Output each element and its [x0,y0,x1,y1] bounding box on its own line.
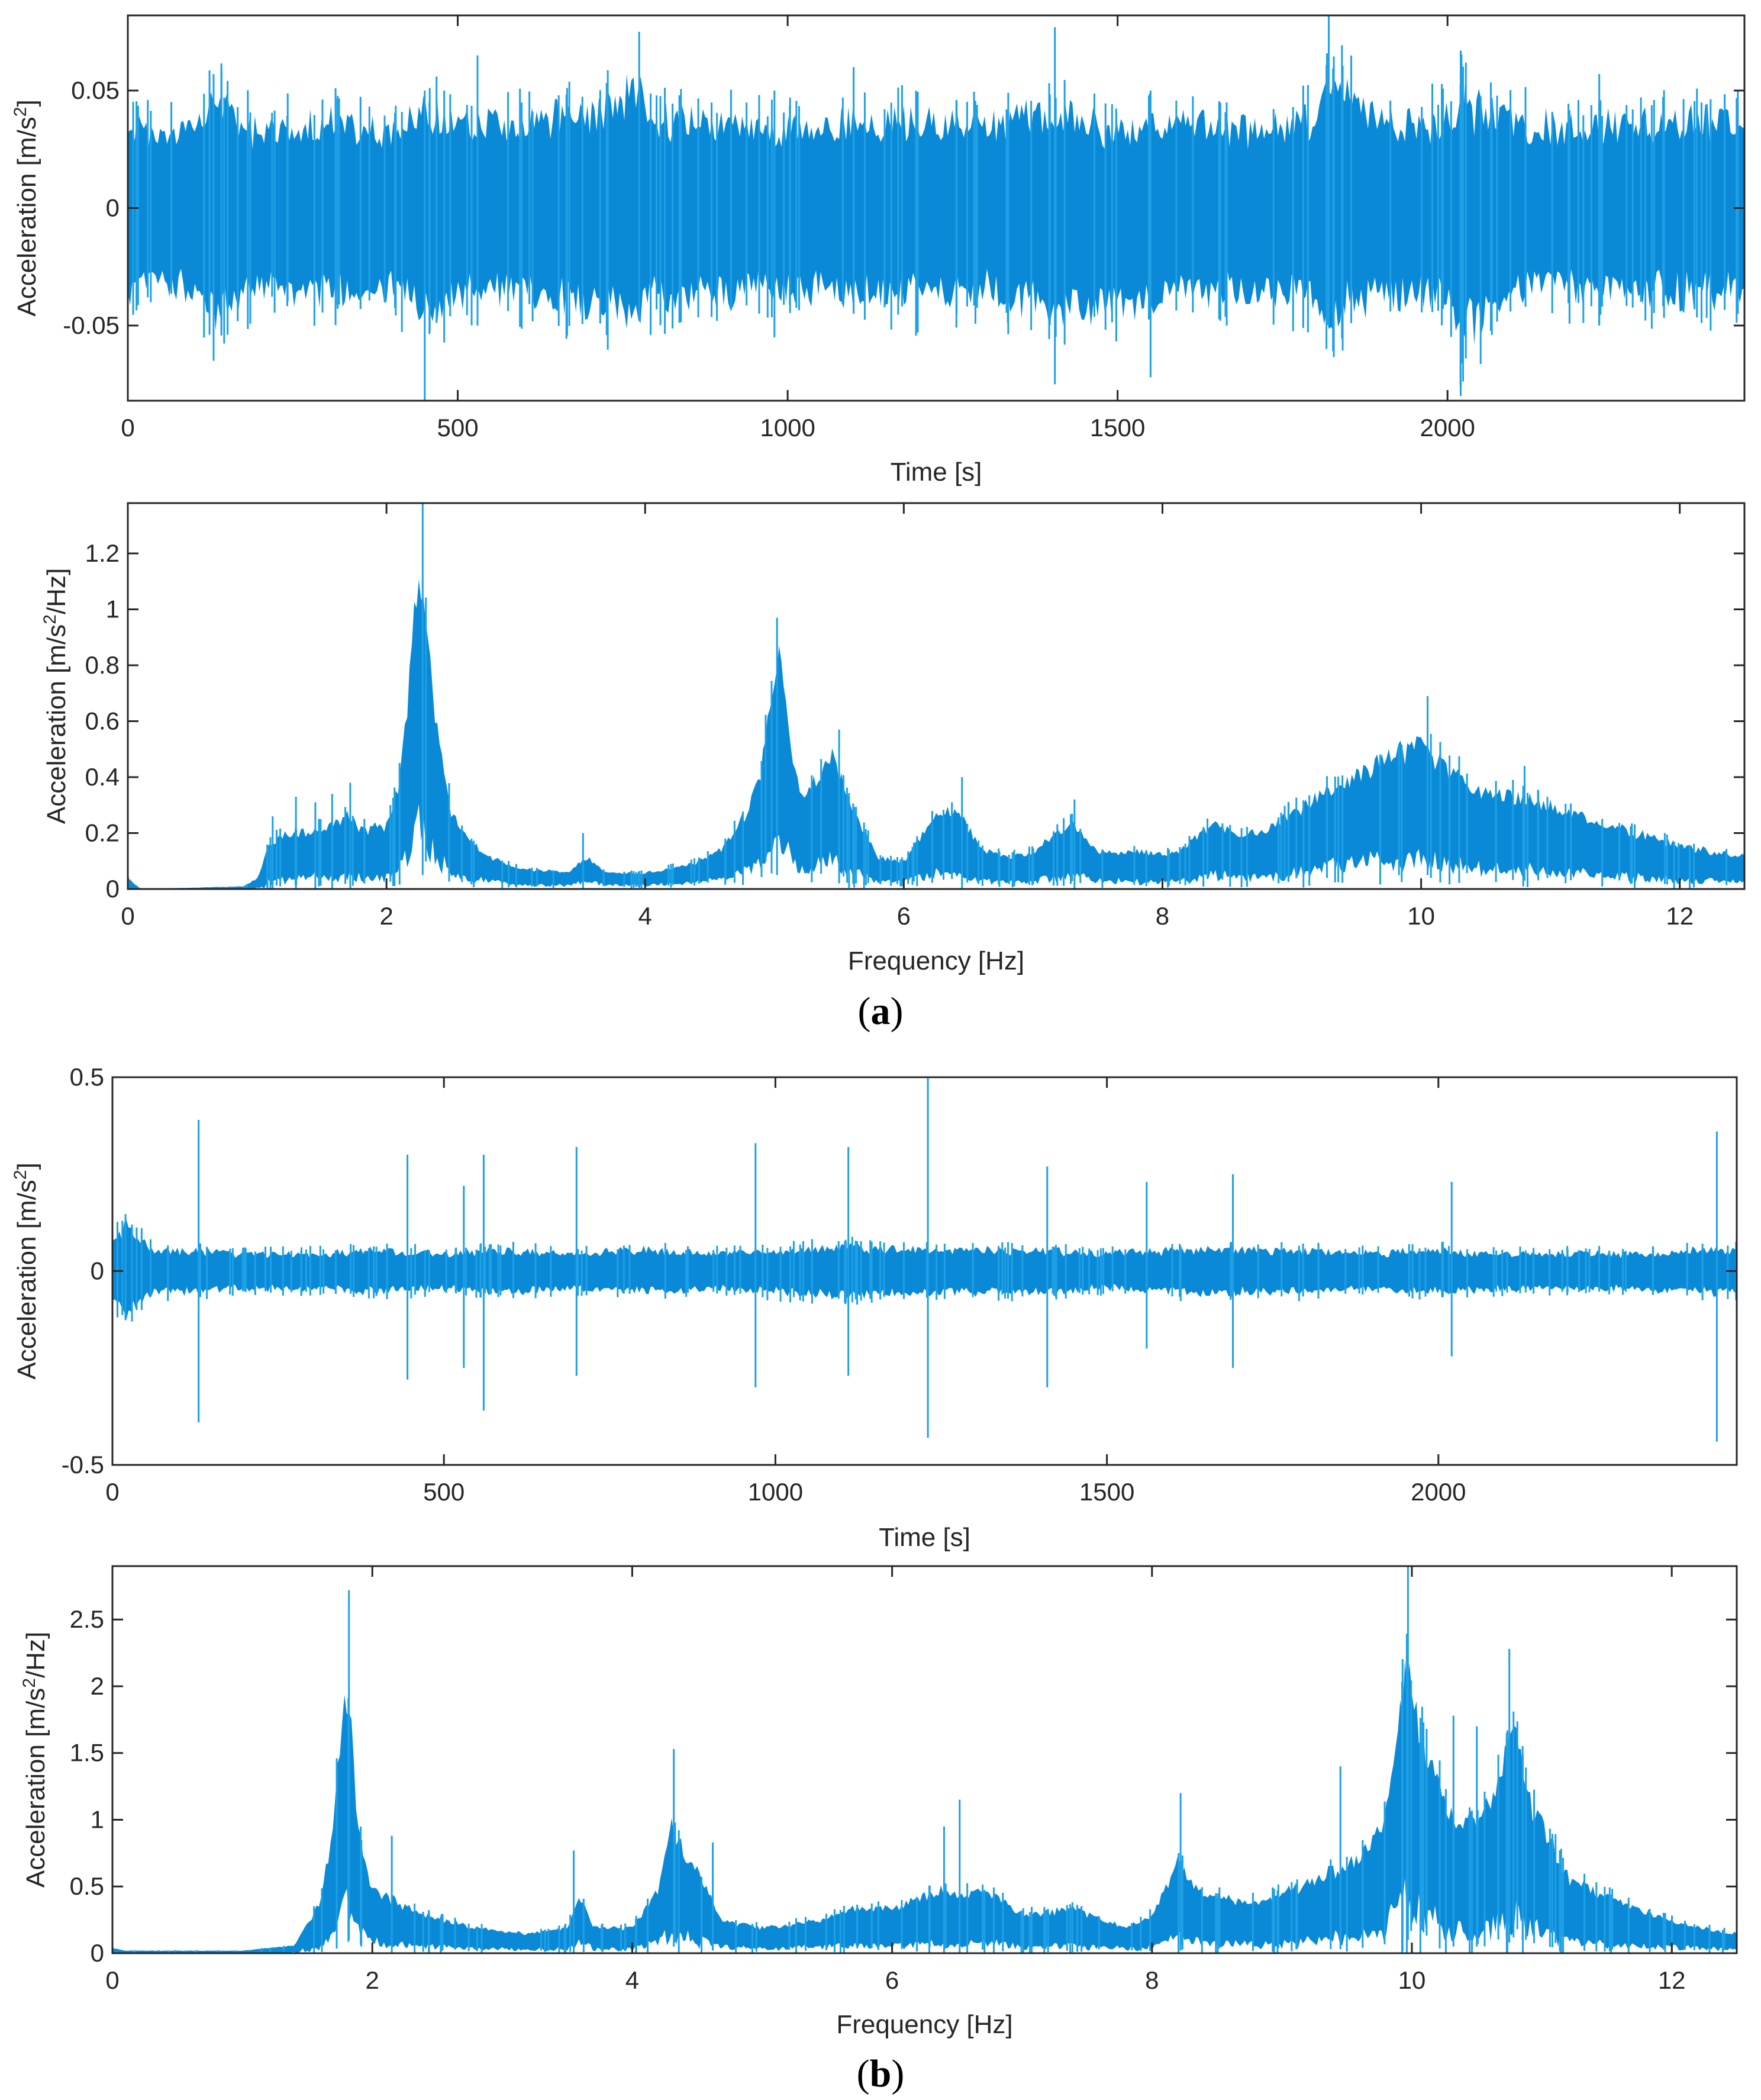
y-tick-label: -0.05 [63,311,120,339]
x-tick-label: 500 [423,1478,465,1506]
x-tick-label: 0 [105,1966,119,1994]
x-axis-label: Time [s] [879,1523,970,1552]
caption-a-letter: a [871,990,891,1033]
panel-a-frequency-chart: 0 2 4 6 8 10 12 0 0.2 0.4 0.6 0.8 1 1.2 Frequency [Hz]… [40,502,1746,975]
y-tick-label: 0.05 [71,76,120,104]
y-tick-label: 0.4 [85,763,120,791]
x-tick-label: 1000 [760,414,815,442]
y-axis-label: Acceleration [m/s2/Hz] [40,568,71,824]
y-tick-label: 1.2 [85,539,120,567]
x-tick-label: 0 [121,902,134,930]
y-tick-label: 0 [91,1939,104,1967]
y-axis-label: Acceleration [m/s2/Hz] [20,1632,50,1888]
y-tick-label: 1.5 [70,1739,104,1767]
caption-b-letter: b [870,2052,892,2095]
x-tick-label: 1000 [748,1478,803,1506]
caption-a-open: ( [858,990,871,1033]
x-tick-label: 6 [885,1966,899,1994]
y-tick-label: 0.2 [85,819,120,847]
x-tick-label: 10 [1398,1966,1426,1994]
x-tick-label: 0 [121,414,134,442]
x-tick-label: 10 [1407,902,1435,930]
caption-b-open: ( [857,2052,870,2095]
y-tick-label: 0 [91,1257,104,1285]
x-tick-label: 2 [366,1966,379,1994]
signal-texture [131,1634,1725,1953]
x-tick-label: 8 [1145,1966,1159,1994]
x-axis-label: Frequency [Hz] [848,946,1024,975]
signal-trace [128,579,1744,889]
x-tick-label: 8 [1156,902,1169,930]
x-tick-label: 2000 [1420,414,1475,442]
x-tick-label: 2 [379,902,393,930]
caption-b-close: ) [891,2052,904,2095]
y-tick-label: 2.5 [70,1605,104,1633]
x-tick-label: 500 [437,414,479,442]
x-axis-label: Frequency [Hz] [836,2010,1012,2039]
y-tick-label: -0.5 [62,1451,104,1479]
y-tick-label: 1 [91,1805,104,1833]
y-tick-label: 2 [91,1672,104,1700]
y-tick-label: 0 [106,194,120,222]
y-axis-label: Acceleration [m/s2] [11,99,41,316]
signal-texture [117,1214,1737,1322]
caption-a: (a) [858,990,904,1033]
y-tick-label: 0.8 [85,651,120,679]
x-tick-label: 1500 [1090,414,1145,442]
y-tick-label: 0.6 [85,707,120,735]
panel-a-time-chart: 0 500 1000 1500 2000 -0.05 0 0.05 Time [s] Accele… [11,14,1746,487]
x-tick-label: 6 [897,902,911,930]
y-tick-label: 0 [106,875,120,903]
signal-trace [112,1219,1737,1320]
y-tick-label: 0.5 [70,1063,104,1091]
x-tick-label: 4 [625,1966,639,1994]
y-axis-label: Acceleration [m/s2] [11,1162,41,1379]
x-tick-label: 0 [105,1478,119,1506]
y-tick-label: 0.5 [70,1872,104,1900]
x-tick-label: 4 [638,902,652,930]
x-tick-label: 1500 [1079,1478,1134,1506]
y-tick-label: 1 [106,595,120,623]
x-tick-label: 2000 [1411,1478,1466,1506]
x-tick-label: 12 [1666,902,1694,930]
x-tick-label: 12 [1658,1966,1686,1994]
caption-b: (b) [857,2052,905,2095]
panel-b-frequency-chart: 0 2 4 6 8 10 12 0 0.5 1 1.5 2 2.5 Frequency [Hz] Accel… [20,1565,1738,2039]
caption-a-close: ) [891,990,904,1033]
x-axis-label: Time [s] [891,458,982,487]
